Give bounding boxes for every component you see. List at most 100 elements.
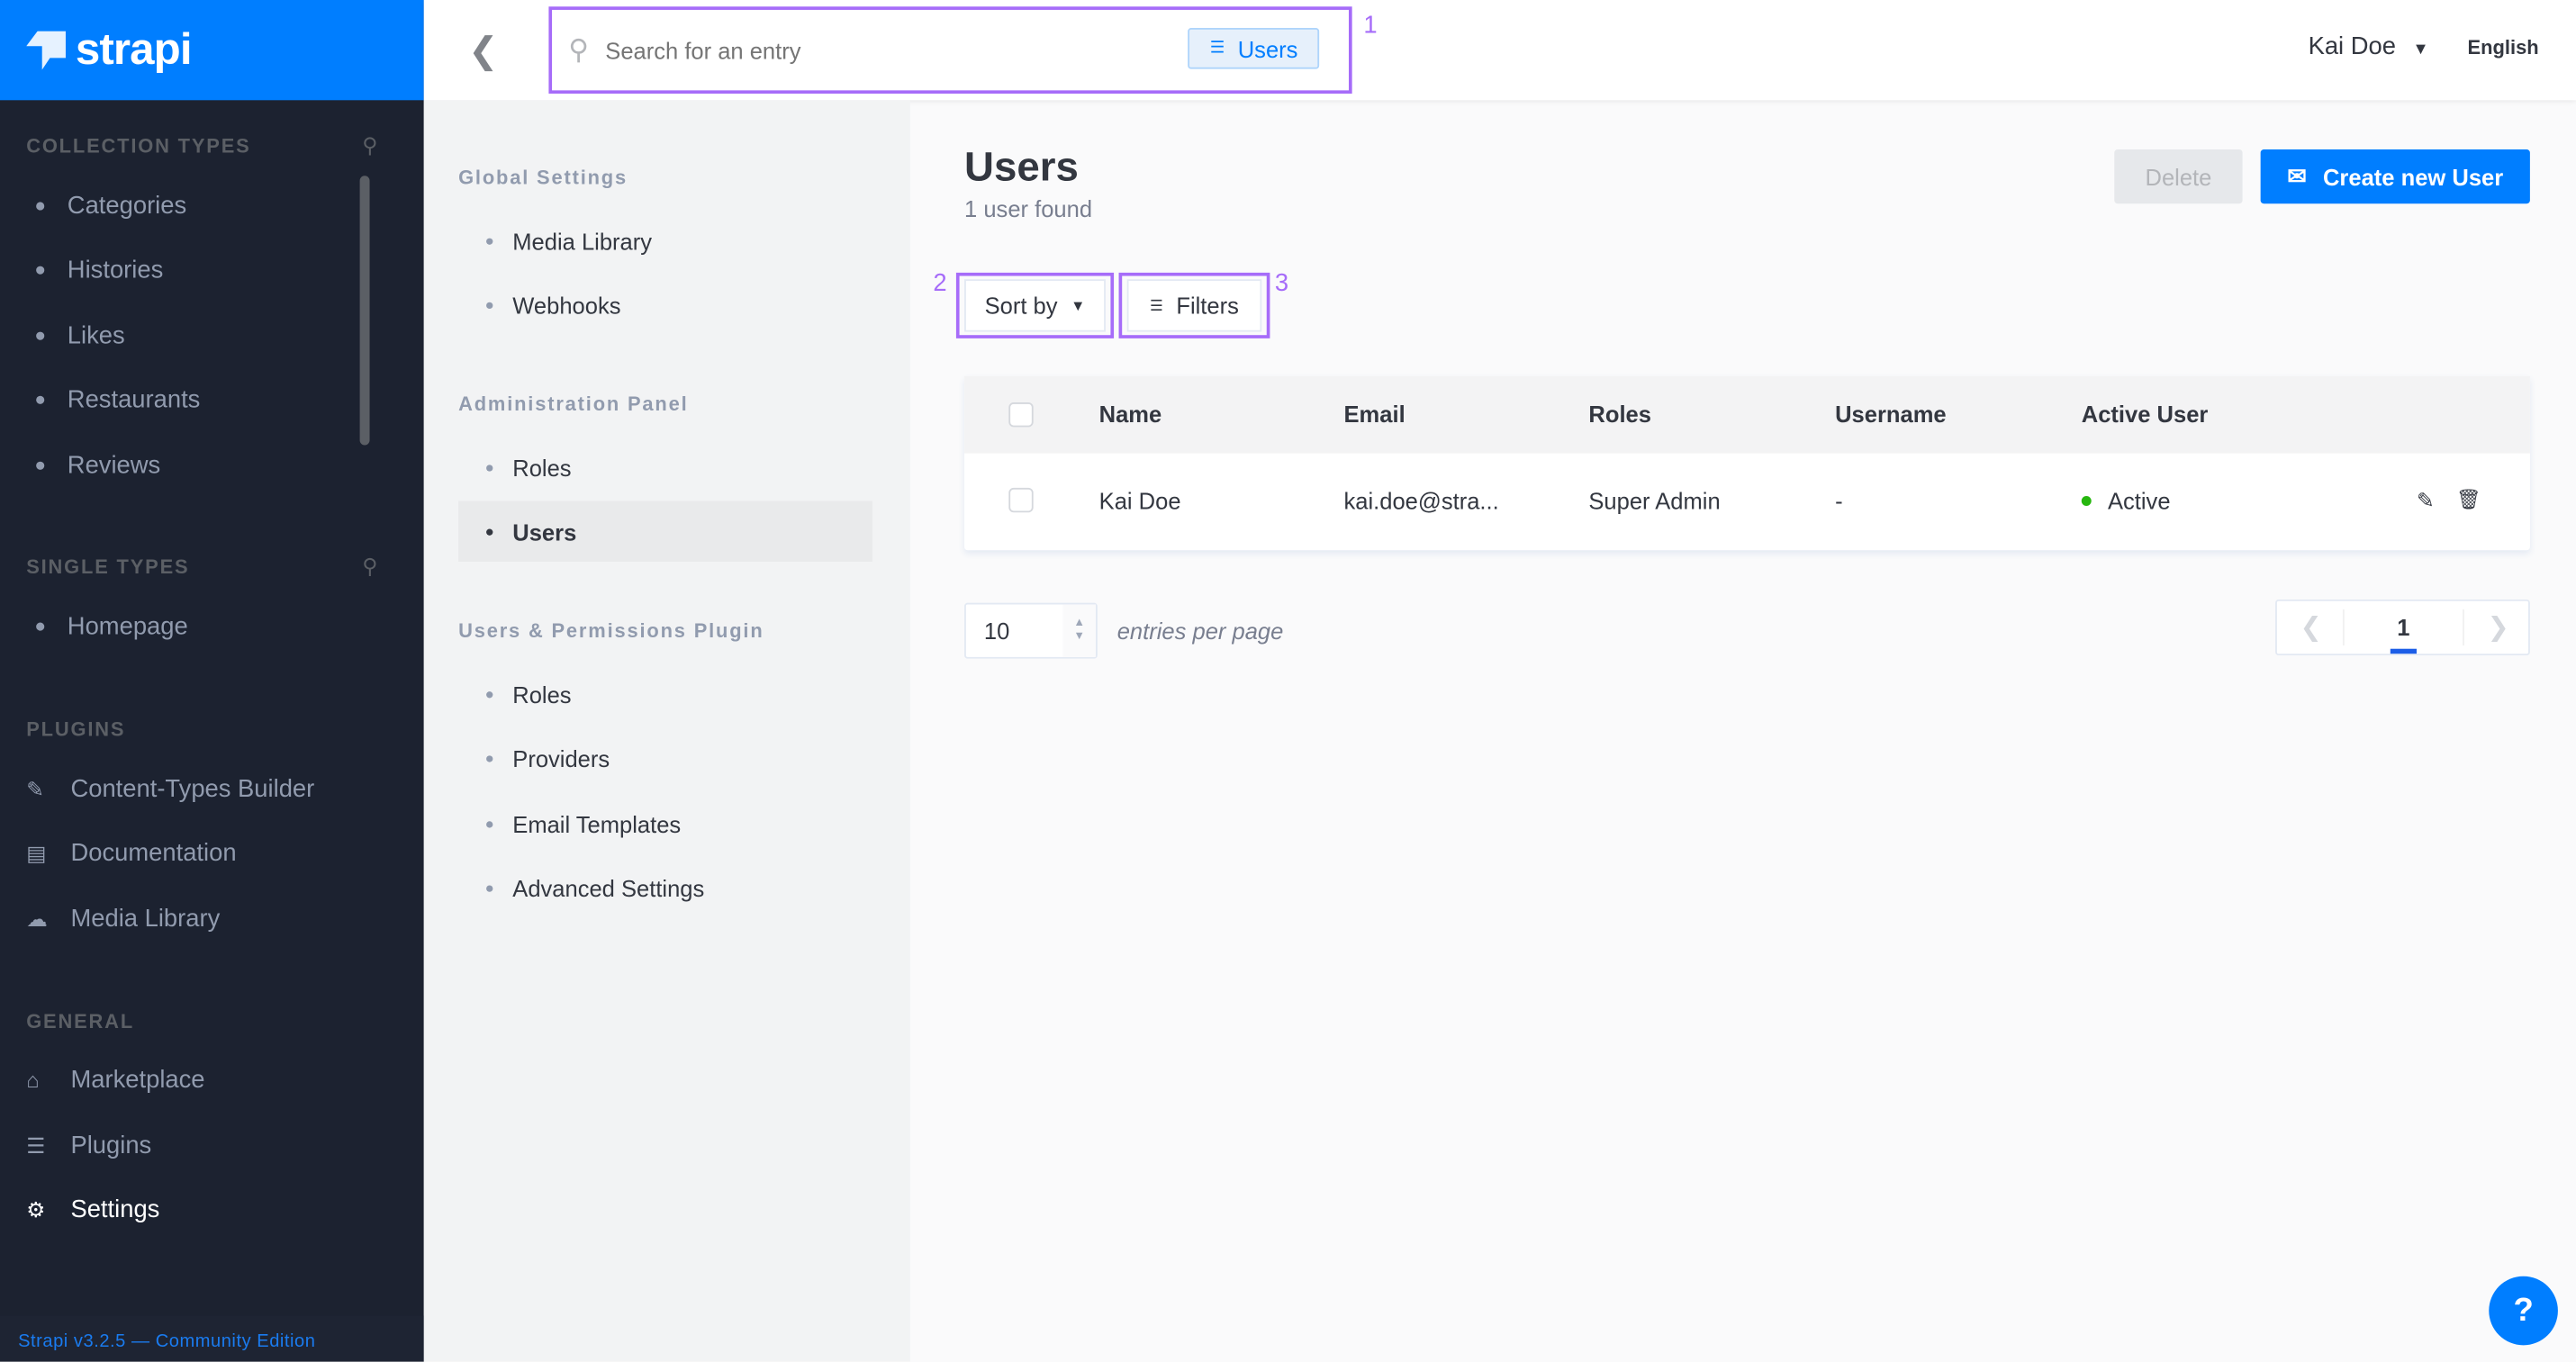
settings-item-up-roles[interactable]: Roles bbox=[458, 663, 872, 725]
bullet-icon bbox=[486, 464, 493, 471]
settings-item-advanced-settings[interactable]: Advanced Settings bbox=[458, 857, 872, 918]
filter-icon: ☰ bbox=[1150, 296, 1163, 313]
caret-down-icon: ▼ bbox=[1071, 297, 1086, 314]
per-page-value: 10 bbox=[983, 618, 1010, 645]
settings-item-providers[interactable]: Providers bbox=[458, 727, 872, 789]
back-chevron-icon[interactable]: ❮ bbox=[468, 29, 499, 71]
cell-name: Kai Doe bbox=[1098, 487, 1181, 515]
settings-item-webhooks[interactable]: Webhooks bbox=[458, 275, 872, 336]
sidebar-item-settings[interactable]: ⚙ Settings bbox=[26, 1195, 159, 1223]
sidebar-item-categories[interactable]: Categories bbox=[26, 192, 186, 220]
bullet-icon bbox=[486, 528, 493, 535]
bullet-icon bbox=[486, 301, 493, 309]
book-icon: ▤ bbox=[26, 840, 47, 865]
sidebar-item-documentation[interactable]: ▤ Documentation bbox=[26, 839, 236, 867]
cell-email: kai.doe@stra... bbox=[1343, 487, 1499, 515]
edit-pencil-icon[interactable]: ✎ bbox=[2416, 487, 2435, 513]
sidebar-item-content-types-builder[interactable]: ✎ Content-Types Builder bbox=[26, 775, 314, 803]
settings-item-users[interactable]: Users bbox=[458, 501, 872, 563]
label: Content-Types Builder bbox=[70, 775, 315, 804]
bullet-icon bbox=[486, 754, 493, 762]
sidebar-item-plugins[interactable]: ☰ Plugins bbox=[26, 1132, 151, 1159]
sidebar-item-restaurants[interactable]: Restaurants bbox=[26, 386, 200, 414]
help-button[interactable]: ? bbox=[2489, 1276, 2558, 1346]
annotation-1: 1 bbox=[1363, 11, 1378, 40]
status-dot-icon bbox=[2081, 496, 2092, 506]
brand-name: strapi bbox=[75, 24, 193, 75]
sort-by-button[interactable]: Sort by ▼ bbox=[955, 272, 1115, 338]
settings-item-media-library[interactable]: Media Library bbox=[458, 211, 872, 272]
sidebar-item-marketplace[interactable]: ⌂ Marketplace bbox=[26, 1066, 204, 1094]
section-users-permissions: Users & Permissions Plugin bbox=[458, 618, 764, 643]
search-input[interactable] bbox=[605, 37, 1148, 64]
filters-label: Filters bbox=[1176, 292, 1239, 319]
language-selector[interactable]: English bbox=[2467, 36, 2539, 59]
select-all-checkbox[interactable] bbox=[1008, 402, 1034, 428]
search-icon[interactable]: ⚲ bbox=[362, 553, 378, 579]
label: Categories bbox=[67, 192, 187, 221]
create-label: Create new User bbox=[2322, 163, 2504, 190]
strapi-logo[interactable]: strapi bbox=[0, 0, 424, 101]
search-icon[interactable]: ⚲ bbox=[362, 132, 378, 158]
paintbrush-icon: ✎ bbox=[26, 776, 45, 801]
bullet-icon bbox=[486, 820, 493, 827]
column-email[interactable]: Email bbox=[1343, 401, 1406, 428]
cell-roles: Super Admin bbox=[1588, 487, 1721, 515]
column-roles[interactable]: Roles bbox=[1588, 401, 1651, 428]
section-plugins: Plugins bbox=[26, 717, 126, 741]
table-row[interactable] bbox=[964, 454, 2530, 551]
prev-page-chevron-icon[interactable]: ❮ bbox=[2300, 614, 2322, 643]
column-username[interactable]: Username bbox=[1835, 401, 1947, 428]
version-info: Strapi v3.2.5 — Community Edition bbox=[0, 1315, 424, 1362]
current-page-indicator bbox=[2390, 648, 2417, 654]
sidebar-item-likes[interactable]: Likes bbox=[26, 322, 125, 350]
annotation-2: 2 bbox=[933, 269, 947, 298]
bullet-icon bbox=[36, 266, 45, 275]
settings-item-email-templates[interactable]: Email Templates bbox=[458, 793, 872, 854]
label: Homepage bbox=[67, 612, 188, 641]
sidebar-item-media-library[interactable]: ☁ Media Library bbox=[26, 905, 220, 933]
next-page-chevron-icon[interactable]: ❯ bbox=[2487, 614, 2509, 643]
list-icon: ☰ bbox=[26, 1132, 46, 1158]
search-filter-chip[interactable]: ☰ Users bbox=[1189, 28, 1320, 69]
page-1[interactable]: 1 bbox=[2397, 614, 2410, 641]
create-user-button[interactable]: ✉ Create new User bbox=[2260, 149, 2530, 204]
strapi-logo-icon bbox=[26, 30, 66, 70]
gear-icon: ⚙ bbox=[26, 1196, 46, 1222]
trash-icon[interactable]: 🗑 bbox=[2455, 487, 2481, 511]
sidebar-item-reviews[interactable]: Reviews bbox=[26, 452, 160, 480]
row-checkbox[interactable] bbox=[1008, 487, 1034, 513]
scrollbar[interactable] bbox=[359, 176, 370, 446]
label: Documentation bbox=[70, 839, 237, 868]
filters-button[interactable]: ☰ Filters bbox=[1118, 272, 1270, 338]
bullet-icon bbox=[36, 461, 45, 470]
label: Marketplace bbox=[70, 1066, 205, 1095]
bullet-icon bbox=[36, 202, 45, 211]
section-administration-panel: Administration Panel bbox=[458, 392, 689, 416]
label: Restaurants bbox=[67, 385, 201, 414]
divider bbox=[2463, 609, 2464, 646]
column-active-user[interactable]: Active User bbox=[2081, 401, 2209, 428]
caret-down-icon: ▼ bbox=[2412, 41, 2429, 59]
label: Users bbox=[512, 518, 577, 545]
result-count: 1 user found bbox=[964, 195, 1093, 222]
spinner-arrows-icon: ▲ ▼ bbox=[1062, 604, 1097, 657]
search-bar[interactable]: ⚲ ☰ Users bbox=[548, 6, 1352, 95]
settings-item-admin-roles[interactable]: Roles bbox=[458, 437, 872, 498]
sidebar-item-histories[interactable]: Histories bbox=[26, 257, 163, 284]
sidebar-item-homepage[interactable]: Homepage bbox=[26, 613, 188, 641]
search-icon: ⚲ bbox=[568, 33, 590, 66]
label: Media Library bbox=[512, 227, 653, 254]
bullet-icon bbox=[486, 884, 493, 891]
bullet-icon bbox=[36, 622, 45, 631]
label: Reviews bbox=[67, 451, 161, 480]
filter-chip-label: Users bbox=[1237, 35, 1298, 62]
delete-button[interactable]: Delete bbox=[2114, 149, 2243, 204]
user-menu[interactable]: Kai Doe ▼ bbox=[2309, 32, 2429, 60]
column-name[interactable]: Name bbox=[1098, 401, 1162, 428]
per-page-select[interactable]: 10 ▲ ▼ bbox=[964, 602, 1098, 659]
label: Advanced Settings bbox=[512, 874, 705, 901]
divider bbox=[2342, 609, 2345, 646]
label: Email Templates bbox=[512, 810, 682, 837]
